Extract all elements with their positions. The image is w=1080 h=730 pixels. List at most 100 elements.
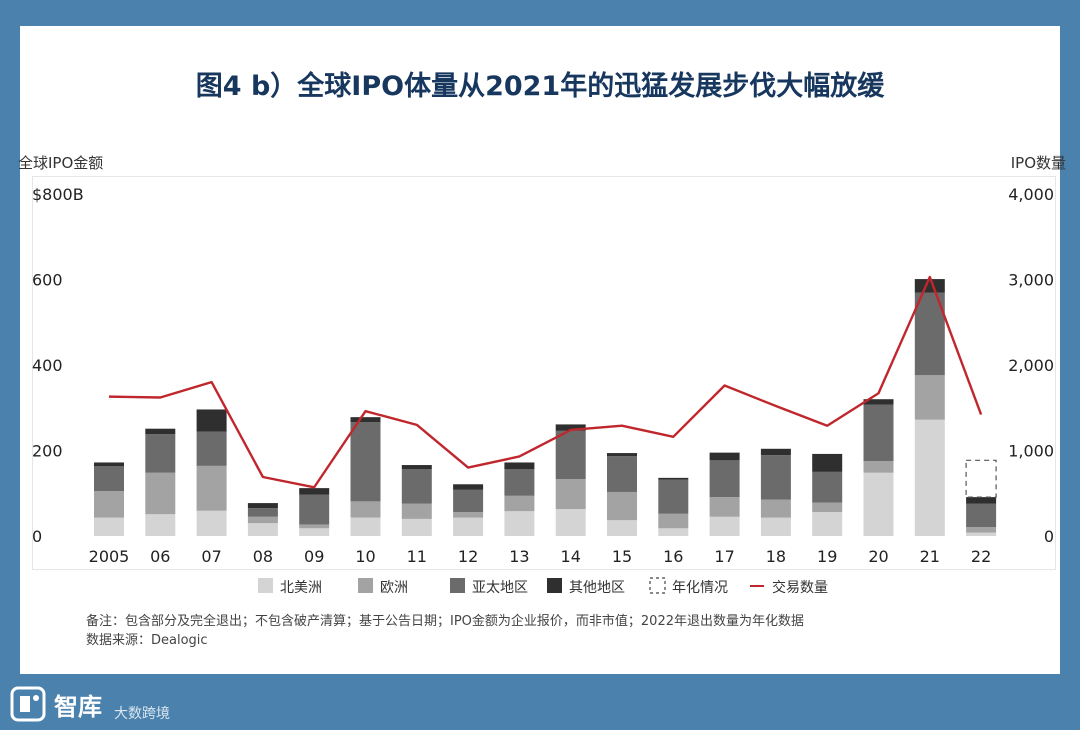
bar-north_america <box>966 532 997 536</box>
notes-source: 数据来源：Dealogic <box>86 633 208 648</box>
bar-europe <box>247 516 278 524</box>
bar-other <box>607 453 637 457</box>
x-tick-label: 06 <box>150 547 170 566</box>
bar-other <box>658 477 689 480</box>
bar-north_america <box>760 517 791 536</box>
bar-asia_pacific <box>966 503 997 528</box>
bar-north_america <box>299 528 330 536</box>
bar-asia_pacific <box>658 479 689 514</box>
bar-europe <box>196 465 227 511</box>
bar-asia_pacific <box>94 466 124 492</box>
bar-other <box>555 424 586 431</box>
chart-notes: 备注：包含部分及完全退出；不包含破产清算；基于公告日期；IPO金额为企业报价，而… <box>86 612 804 650</box>
bar-asia_pacific <box>863 404 894 462</box>
bar-europe <box>863 461 894 473</box>
bar-asia_pacific <box>709 460 740 498</box>
bar-europe <box>504 495 535 512</box>
line-ipo-count <box>108 275 983 489</box>
legend-label: 年化情况 <box>672 580 728 596</box>
plot-frame <box>32 176 1056 570</box>
legend-swatch-annualized <box>649 577 666 594</box>
bar-other <box>863 399 894 405</box>
x-tick-label: 2005 <box>89 547 130 566</box>
brand-watermark: 智库 大数跨境 <box>8 682 170 726</box>
bar-north_america <box>555 509 586 536</box>
bar-asia_pacific <box>555 430 586 480</box>
bar-other <box>453 484 484 490</box>
left-tick-label: 400 <box>32 356 63 375</box>
legend-label: 交易数量 <box>772 579 828 596</box>
bar-europe <box>94 491 124 518</box>
bar-north_america <box>247 523 278 536</box>
bar-other <box>196 409 227 432</box>
right-tick-label: 4,000 <box>1008 185 1054 204</box>
brand-logo-icon <box>10 686 46 722</box>
annualized-box <box>965 459 997 498</box>
ipo-chart: $800B 600 400 200 0 4,000 3,000 2,000 1,000 0 2005… <box>32 185 1054 596</box>
legend-swatch <box>547 578 562 593</box>
notes-line-1: 备注：包含部分及完全退出；不包含破产清算；基于公告日期；IPO金额为企业报价，而… <box>86 614 804 629</box>
bar-north_america <box>914 419 945 536</box>
bar-north_america <box>504 511 535 536</box>
bar-other <box>299 488 330 495</box>
right-tick-label: 0 <box>1044 527 1054 546</box>
x-tick-label: 10 <box>355 547 375 566</box>
x-tick-label: 12 <box>458 547 478 566</box>
left-axis-caption: 全球IPO金额 <box>18 154 104 172</box>
bar-other <box>94 462 124 467</box>
legend-label: 亚太地区 <box>472 580 528 596</box>
bar-north_america <box>196 510 227 536</box>
left-tick-label: 600 <box>32 271 63 290</box>
bar-europe <box>555 479 586 510</box>
bar-asia_pacific <box>247 508 278 517</box>
x-tick-label: 15 <box>612 547 632 566</box>
bar-other <box>145 428 176 435</box>
bar-asia_pacific <box>401 469 432 504</box>
bar-north_america <box>607 520 637 536</box>
bar-other <box>504 462 535 470</box>
bar-europe <box>607 491 637 521</box>
legend-swatch <box>358 578 373 593</box>
bar-north_america <box>658 528 689 536</box>
right-tick-label: 2,000 <box>1008 356 1054 375</box>
x-tick-label: 18 <box>766 547 786 566</box>
x-tick-label: 13 <box>509 547 529 566</box>
bar-europe <box>350 501 381 518</box>
x-tick-label: 16 <box>663 547 683 566</box>
brand-name: 智库 <box>54 692 102 721</box>
bar-europe <box>401 503 432 519</box>
bar-north_america <box>94 517 124 536</box>
bar-other <box>966 497 997 504</box>
bar-asia_pacific <box>504 469 535 496</box>
x-tick-label: 17 <box>714 547 734 566</box>
bar-asia_pacific <box>196 431 227 466</box>
legend-swatch <box>258 578 273 593</box>
x-tick-label: 08 <box>253 547 273 566</box>
legend-swatch <box>450 578 465 593</box>
bar-europe <box>453 512 484 518</box>
bar-other <box>350 417 381 423</box>
chart-card: 图4 b）全球IPO体量从2021年的迅猛发展步伐大幅放缓 全球IPO金额 IP… <box>18 26 1066 674</box>
bar-europe <box>658 513 689 529</box>
bar-europe <box>914 375 945 420</box>
x-tick-label: 21 <box>920 547 940 566</box>
bar-asia_pacific <box>812 471 843 503</box>
bar-other <box>914 279 945 293</box>
x-tick-label: 07 <box>201 547 221 566</box>
bar-other <box>401 465 432 470</box>
bar-asia_pacific <box>453 489 484 513</box>
brand-sub: 大数跨境 <box>114 706 170 722</box>
right-tick-label: 3,000 <box>1008 271 1054 290</box>
bar-europe <box>812 502 843 513</box>
bar-europe <box>966 527 997 533</box>
x-tick-label: 20 <box>868 547 888 566</box>
bar-asia_pacific <box>145 434 176 473</box>
bar-asia_pacific <box>760 455 791 500</box>
bar-asia_pacific <box>350 422 381 502</box>
x-tick-label: 09 <box>304 547 324 566</box>
x-tick-label: 11 <box>407 547 427 566</box>
bar-north_america <box>145 514 176 536</box>
bar-north_america <box>812 512 843 536</box>
chart-title: 图4 b）全球IPO体量从2021年的迅猛发展步伐大幅放缓 <box>195 71 885 102</box>
left-tick-label: 200 <box>32 442 63 461</box>
